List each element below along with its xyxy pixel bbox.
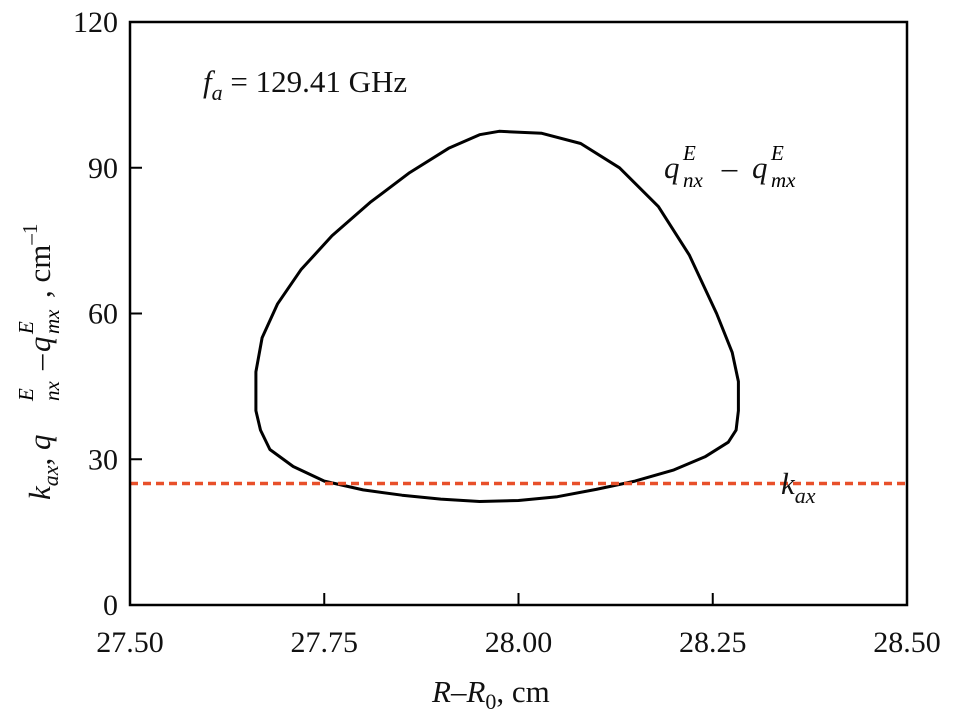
- x-tick-label: 28.00: [485, 626, 553, 659]
- kax-label: kax: [781, 466, 816, 508]
- x-tick-label: 27.50: [96, 626, 164, 659]
- plot-frame: [128, 20, 909, 607]
- svg-text:nx: nx: [40, 381, 64, 402]
- svg-text:mx: mx: [771, 168, 796, 192]
- svg-text:mx: mx: [40, 309, 64, 334]
- svg-text:kax, q: kax, q: [22, 434, 63, 500]
- svg-text:nx: nx: [683, 168, 704, 192]
- x-tick-label: 28.25: [679, 626, 747, 659]
- curve-label: q E nx – q E mx: [664, 141, 796, 192]
- svg-text:q: q: [22, 337, 57, 353]
- series-layer: [130, 129, 907, 503]
- svg-text:E: E: [14, 321, 38, 335]
- frequency-annotation: fa = 129.41 GHz: [203, 64, 407, 105]
- svg-text:q: q: [752, 150, 768, 185]
- svg-text:E: E: [14, 388, 38, 402]
- svg-text:q: q: [664, 150, 680, 185]
- x-tick-label: 28.50: [873, 626, 941, 659]
- svg-text:E: E: [770, 141, 784, 165]
- x-tick-label: 27.75: [291, 626, 359, 659]
- y-tick-label: 60: [88, 298, 118, 331]
- qnx-qmx-curve: [254, 129, 740, 503]
- ticks-layer: 27.50 27.75 28.00 28.25 28.50 0 30 60 90 120: [73, 6, 941, 659]
- y-tick-label: 0: [103, 589, 118, 622]
- y-tick-label: 120: [73, 6, 118, 39]
- svg-text:–: –: [22, 354, 57, 371]
- svg-text:E: E: [682, 141, 696, 165]
- y-tick-label: 90: [88, 152, 118, 185]
- y-axis-title: kax, q E nx – q E mx , cm–1: [14, 224, 64, 500]
- x-axis-title: R–R0, cm: [431, 674, 550, 714]
- y-tick-label: 30: [88, 443, 118, 476]
- svg-text:–: –: [714, 150, 745, 185]
- svg-text:, cm–1: , cm–1: [18, 224, 57, 298]
